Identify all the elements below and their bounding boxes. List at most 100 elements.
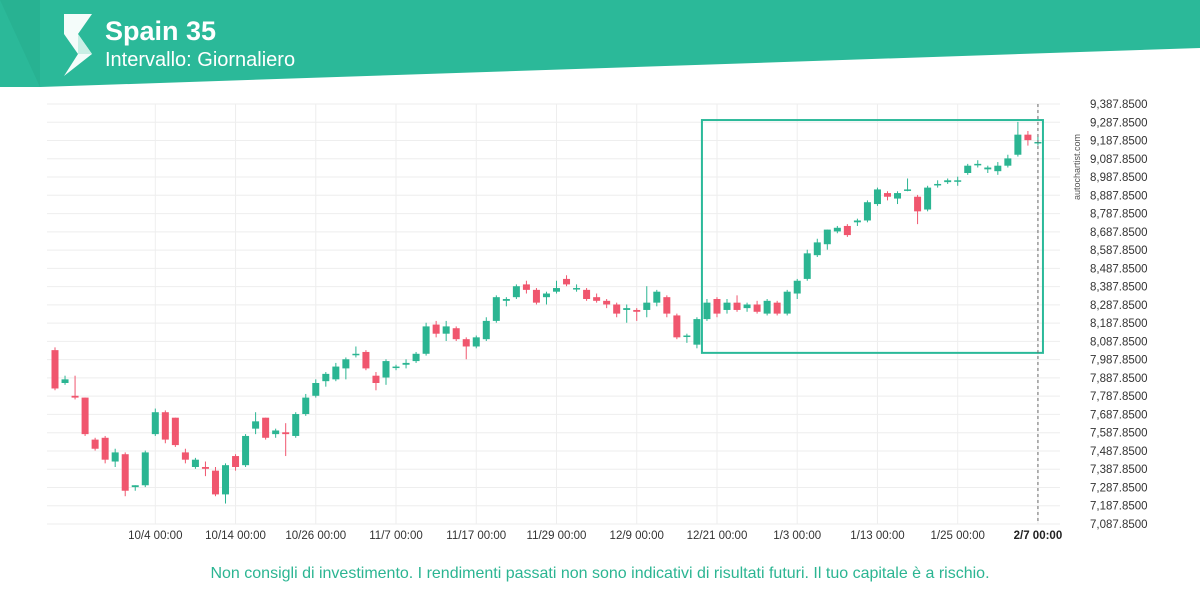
candle	[783, 289, 791, 316]
candle-body	[733, 302, 741, 310]
candle-body	[573, 288, 581, 290]
candle	[984, 165, 992, 173]
candle	[462, 337, 470, 360]
candle-body	[783, 291, 791, 314]
candle-body	[974, 163, 982, 166]
candle-body	[944, 180, 952, 183]
x-tick-label: 1/25 00:00	[931, 530, 985, 542]
candle	[663, 295, 671, 318]
candle-body	[472, 337, 480, 347]
candle-body	[352, 353, 360, 356]
candle	[522, 280, 530, 294]
y-tick-label: 7,087.8500	[1090, 519, 1148, 531]
candle-body	[201, 466, 209, 469]
candle-body	[121, 454, 129, 491]
candle	[272, 428, 280, 438]
candle	[442, 320, 450, 341]
candle	[51, 347, 59, 391]
y-tick-label: 8,187.8500	[1090, 318, 1148, 330]
candle-body	[964, 165, 972, 173]
candle	[332, 362, 340, 382]
x-tick-label: 1/13 00:00	[850, 530, 904, 542]
y-tick-label: 9,087.8500	[1090, 154, 1148, 166]
candle-body	[663, 297, 671, 314]
candle	[111, 448, 119, 467]
candle	[252, 412, 260, 435]
candle	[211, 466, 219, 497]
x-tick-label: 10/26 00:00	[285, 530, 346, 542]
candle-body	[462, 339, 470, 347]
candle-body	[372, 375, 380, 383]
candle-body	[171, 417, 179, 446]
candle	[432, 320, 440, 338]
candle-body	[823, 229, 831, 245]
candle-body	[853, 220, 861, 223]
candle	[91, 437, 99, 451]
y-tick-label: 8,687.8500	[1090, 227, 1148, 239]
candle-body	[402, 362, 410, 365]
candle-body	[532, 289, 540, 303]
candle	[753, 300, 761, 314]
candle	[161, 410, 169, 444]
candle-body	[151, 412, 159, 435]
candle-body	[583, 289, 591, 299]
candle-body	[262, 417, 270, 438]
x-axis: 10/4 00:00 10/14 00:00 10/26 00:00 11/7 00:…	[128, 530, 1062, 542]
candle	[262, 417, 270, 440]
candle	[833, 225, 841, 234]
candle-body	[342, 359, 350, 369]
candle-body	[452, 328, 460, 340]
candle-body	[863, 202, 871, 221]
candle	[954, 176, 962, 186]
candle-body	[753, 304, 761, 312]
candle	[793, 278, 801, 299]
candle	[904, 178, 912, 192]
candle	[974, 160, 982, 168]
candle-body	[904, 189, 912, 191]
candle	[422, 322, 430, 356]
y-tick-label: 7,987.8500	[1090, 355, 1148, 367]
candle	[914, 194, 922, 225]
candle-body	[883, 193, 891, 197]
candle-body	[683, 335, 691, 338]
candle	[563, 275, 571, 287]
candle-body	[553, 288, 560, 292]
candle-body	[392, 366, 400, 369]
pattern-highlight-box	[700, 119, 1044, 354]
candle	[121, 452, 129, 497]
candle-body	[422, 326, 430, 354]
candle	[773, 300, 781, 316]
page-title: Spain 35	[105, 16, 217, 46]
candle-body	[643, 302, 651, 310]
candle-body	[71, 395, 79, 398]
candle	[924, 185, 932, 212]
y-tick-label: 8,587.8500	[1090, 245, 1148, 257]
candle	[532, 288, 540, 305]
y-tick-label: 7,287.8500	[1090, 482, 1148, 494]
x-tick-label-current: 2/7 00:00	[1014, 530, 1063, 542]
candle	[201, 461, 209, 477]
x-tick-label: 10/14 00:00	[205, 530, 266, 542]
candle	[1004, 154, 1012, 168]
y-tick-label: 7,587.8500	[1090, 428, 1148, 440]
candle	[1014, 121, 1022, 157]
x-tick-label: 12/9 00:00	[610, 530, 664, 542]
y-tick-label: 7,487.8500	[1090, 446, 1148, 458]
candle	[191, 457, 199, 469]
y-tick-label: 9,187.8500	[1090, 136, 1148, 148]
candle-body	[512, 286, 520, 298]
candle	[573, 284, 581, 292]
candle	[101, 435, 109, 464]
candle	[151, 408, 159, 436]
candle-body	[693, 319, 701, 345]
candle	[412, 351, 420, 363]
candle-body	[161, 412, 169, 440]
candle-body	[242, 435, 250, 466]
candle-body	[181, 452, 189, 460]
candle-body	[833, 227, 841, 232]
x-tick-label: 11/29 00:00	[527, 530, 587, 542]
candle-body	[873, 189, 881, 205]
candle-body	[492, 297, 500, 321]
candle	[542, 291, 550, 305]
